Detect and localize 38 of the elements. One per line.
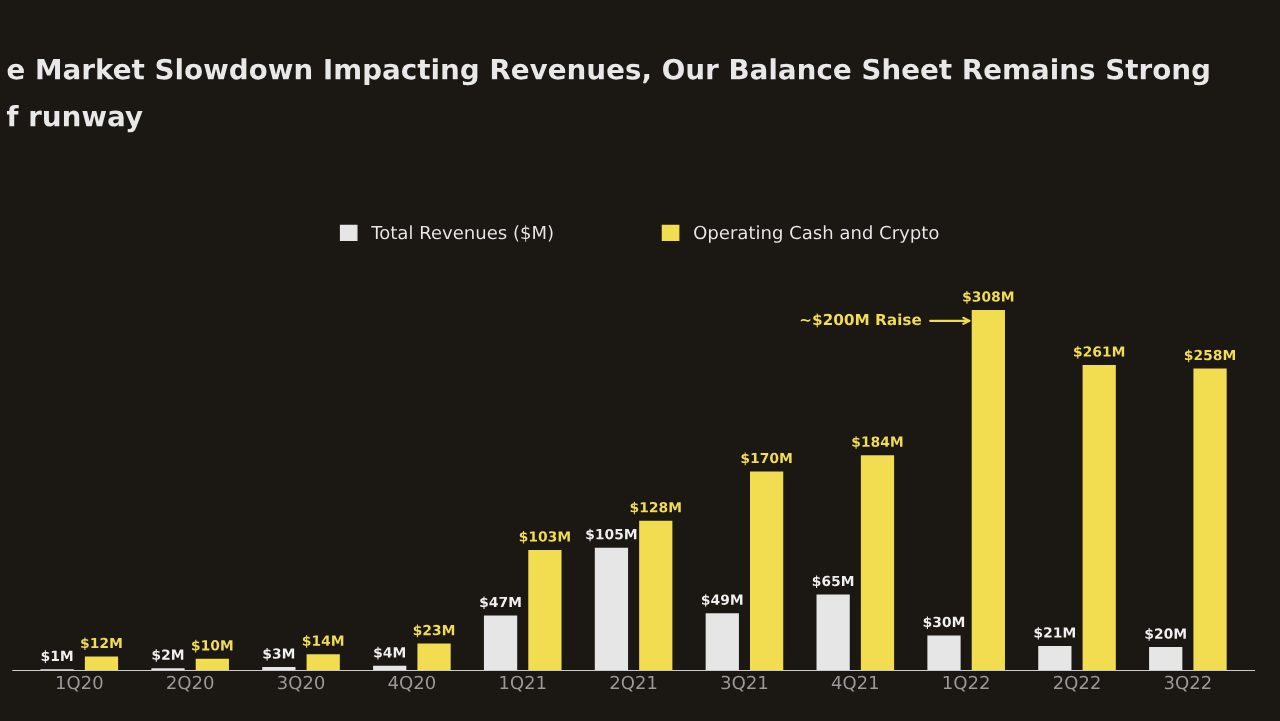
data-label: $103M — [519, 530, 570, 544]
data-label: $30M — [923, 616, 965, 630]
data-label: $308M — [963, 291, 1014, 304]
x-tick-label: 2Q22 — [1054, 675, 1100, 692]
data-label: $261M — [1074, 346, 1125, 359]
data-label: $184M — [852, 436, 903, 449]
x-tick-label: 3Q22 — [1164, 675, 1211, 692]
x-tick-label: 2Q20 — [167, 675, 214, 692]
data-label: $65M — [812, 575, 854, 589]
x-tick-label: 4Q20 — [388, 675, 436, 692]
x-tick-label: 4Q21 — [831, 675, 878, 692]
annotation: ~$200M Raise — [800, 313, 922, 328]
data-label: $105M — [586, 528, 637, 542]
data-label: $49M — [701, 594, 743, 607]
x-tick-label: 3Q20 — [278, 675, 325, 692]
data-label: $23M — [413, 624, 455, 638]
data-label: $20M — [1145, 628, 1186, 641]
data-label: $4M — [374, 646, 406, 660]
data-label: $21M — [1034, 626, 1075, 640]
x-tick-label: 1Q20 — [56, 675, 103, 692]
legend-label: Total Revenues ($M) — [371, 225, 553, 242]
x-tick-label: 1Q22 — [943, 675, 989, 692]
x-tick-label: 3Q21 — [721, 675, 768, 692]
x-tick-label: 2Q21 — [610, 675, 657, 692]
data-label: $2M — [152, 649, 184, 662]
chart-subtitle: f runway — [6, 105, 143, 133]
data-label: $170M — [741, 452, 792, 466]
data-label: $258M — [1184, 349, 1236, 363]
data-label: $47M — [480, 596, 521, 610]
legend-label: Operating Cash and Crypto — [694, 225, 939, 243]
data-label: $128M — [630, 501, 681, 515]
data-label: $10M — [192, 639, 233, 653]
chart-title: e Market Slowdown Impacting Revenues, Our Balance Sheet Remains Strong — [7, 58, 1209, 86]
data-label: $3M — [263, 648, 295, 661]
data-label: $12M — [81, 637, 122, 651]
data-label: $14M — [302, 635, 344, 648]
data-label: $1M — [41, 650, 73, 663]
x-tick-label: 1Q21 — [500, 675, 546, 692]
